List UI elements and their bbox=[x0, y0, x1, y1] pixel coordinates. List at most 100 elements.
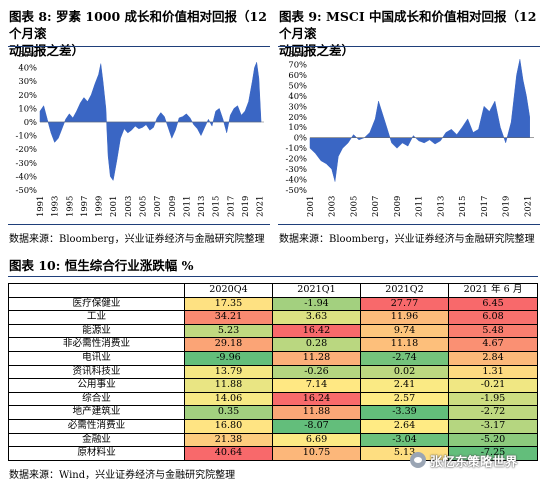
table-cell: -7.25 bbox=[448, 446, 538, 461]
table-cell: 17.35 bbox=[184, 296, 273, 312]
table-cell: -5.20 bbox=[448, 432, 538, 448]
x-tick-label: 1997 bbox=[79, 196, 89, 217]
table-cell: -3.17 bbox=[448, 418, 538, 434]
table-cell: -9.96 bbox=[184, 350, 273, 366]
table-cell: 0.02 bbox=[360, 364, 449, 380]
table-cell: -1.94 bbox=[272, 296, 361, 312]
table-row: 能源业 5.23 16.42 9.74 5.48 bbox=[8, 323, 538, 339]
x-tick-label: 2015 bbox=[457, 196, 467, 217]
y-tick-label: -10% bbox=[16, 131, 37, 141]
table-cell: 11.96 bbox=[360, 310, 449, 325]
y-tick-label: 70% bbox=[288, 59, 307, 69]
y-tick-label: -30% bbox=[16, 158, 37, 168]
table-cell: -2.72 bbox=[448, 405, 538, 420]
table-cell: 2.64 bbox=[360, 418, 449, 434]
table-cell: 34.21 bbox=[184, 310, 273, 325]
fig8-bottom-rule bbox=[8, 224, 270, 225]
y-tick-label: 0% bbox=[294, 133, 307, 143]
sector-name: 原材料业 bbox=[8, 446, 185, 461]
fig9-chart: 80%70%60%50%40%30%20%10%0%-10%-20%-30%-4… bbox=[286, 49, 534, 217]
table-cell: 6.69 bbox=[272, 432, 361, 448]
x-tick-label: 2003 bbox=[327, 196, 337, 217]
x-tick-label: 2001 bbox=[305, 196, 315, 217]
table-row: 综合业 14.06 16.24 2.57 -1.95 bbox=[8, 391, 538, 407]
table-cell: -8.07 bbox=[272, 418, 361, 434]
x-tick-label: 2001 bbox=[108, 196, 118, 217]
x-tick-label: 2011 bbox=[414, 196, 424, 217]
sector-name: 医疗保健业 bbox=[8, 296, 185, 312]
table-row: 公用事业 11.88 7.14 2.41 -0.21 bbox=[8, 378, 538, 393]
sector-name: 资讯科技业 bbox=[8, 364, 185, 380]
table-cell: 1.31 bbox=[448, 364, 538, 380]
wechat-icon bbox=[410, 452, 426, 468]
x-tick-label: 2005 bbox=[137, 196, 147, 217]
table-cell: 10.75 bbox=[272, 446, 361, 461]
table-row: 工业 34.21 3.63 11.96 6.08 bbox=[8, 310, 538, 325]
x-tick-label: 2011 bbox=[181, 196, 191, 217]
table-cell: 11.28 bbox=[272, 350, 361, 366]
table-cell: 11.88 bbox=[184, 378, 273, 393]
table-cell: 16.42 bbox=[272, 323, 361, 339]
table-cell: 13.79 bbox=[184, 364, 273, 380]
x-tick-label: 2019 bbox=[501, 196, 511, 217]
table-cell: 6.08 bbox=[448, 310, 538, 325]
x-tick-label: 2017 bbox=[225, 196, 235, 217]
x-tick-label: 1993 bbox=[50, 196, 60, 217]
y-tick-label: 20% bbox=[288, 112, 307, 122]
x-tick-label: 2019 bbox=[240, 196, 250, 217]
y-tick-label: -40% bbox=[286, 175, 307, 185]
table-row: 原材料业 40.64 10.75 5.13 -7.25 bbox=[8, 446, 538, 461]
y-tick-label: -40% bbox=[16, 171, 37, 181]
table-header-2020q4: 2020Q4 bbox=[184, 283, 273, 298]
fig10-source: 数据来源：Wind，兴业证券经济与金融研究院整理 bbox=[9, 470, 236, 481]
series-area bbox=[39, 61, 262, 182]
fig8-source: 数据来源：Bloomberg，兴业证券经济与金融研究院整理 bbox=[9, 234, 265, 245]
fig9-bottom-rule bbox=[278, 224, 540, 225]
table-row: 金融业 21.38 6.69 -3.04 -5.20 bbox=[8, 432, 538, 448]
y-tick-label: 20% bbox=[18, 90, 37, 100]
table-cell: 7.14 bbox=[272, 378, 361, 393]
table-cell: 27.77 bbox=[360, 296, 449, 312]
fig10-rule bbox=[8, 276, 538, 277]
y-tick-label: 10% bbox=[18, 103, 37, 113]
fig9-rule bbox=[278, 46, 540, 47]
table-row: 资讯科技业 13.79 -0.26 0.02 1.31 bbox=[8, 364, 538, 380]
y-tick-label: 80% bbox=[288, 49, 307, 59]
table-cell: 6.45 bbox=[448, 296, 538, 312]
fig8-chart: 50%40%30%20%10%0%-10%-20%-30%-40%-50%199… bbox=[16, 49, 265, 217]
x-tick-label: 2007 bbox=[152, 196, 162, 217]
sector-name: 地产建筑业 bbox=[8, 405, 185, 420]
table-cell: 9.74 bbox=[360, 323, 449, 339]
x-tick-label: 2003 bbox=[123, 196, 133, 217]
table-header-2021q1: 2021Q1 bbox=[272, 283, 361, 298]
table-cell: -1.95 bbox=[448, 391, 538, 407]
sector-name: 公用事业 bbox=[8, 378, 185, 393]
table-row: 医疗保健业 17.35 -1.94 27.77 6.45 bbox=[8, 296, 538, 312]
y-tick-label: -50% bbox=[16, 185, 37, 195]
y-tick-label: 40% bbox=[288, 91, 307, 101]
table-cell: 21.38 bbox=[184, 432, 273, 448]
sector-name: 金融业 bbox=[8, 432, 185, 448]
table-cell: -0.21 bbox=[448, 378, 538, 393]
table-cell: 0.28 bbox=[272, 337, 361, 352]
table-cell: -0.26 bbox=[272, 364, 361, 380]
y-tick-label: -10% bbox=[286, 143, 307, 153]
x-tick-label: 1999 bbox=[94, 196, 104, 217]
sector-name: 必需性消费业 bbox=[8, 418, 185, 434]
table-row: 非必需性消费业 29.18 0.28 11.18 4.67 bbox=[8, 337, 538, 352]
table-cell: 2.84 bbox=[448, 350, 538, 366]
sector-name: 能源业 bbox=[8, 323, 185, 339]
sector-name: 非必需性消费业 bbox=[8, 337, 185, 352]
table-header-2021-jun: 2021 年 6 月 bbox=[448, 283, 538, 298]
y-tick-label: 30% bbox=[18, 76, 37, 86]
x-tick-label: 1995 bbox=[64, 196, 74, 217]
table-cell: 14.06 bbox=[184, 391, 273, 407]
series-area bbox=[309, 59, 530, 182]
y-tick-label: 60% bbox=[288, 70, 307, 80]
table-cell: 29.18 bbox=[184, 337, 273, 352]
y-tick-label: -30% bbox=[286, 164, 307, 174]
table-cell: -3.39 bbox=[360, 405, 449, 420]
x-tick-label: 1991 bbox=[35, 196, 45, 217]
table-cell: 16.80 bbox=[184, 418, 273, 434]
fig10-title: 图表 10: 恒生综合行业涨跌幅 % bbox=[9, 258, 194, 273]
